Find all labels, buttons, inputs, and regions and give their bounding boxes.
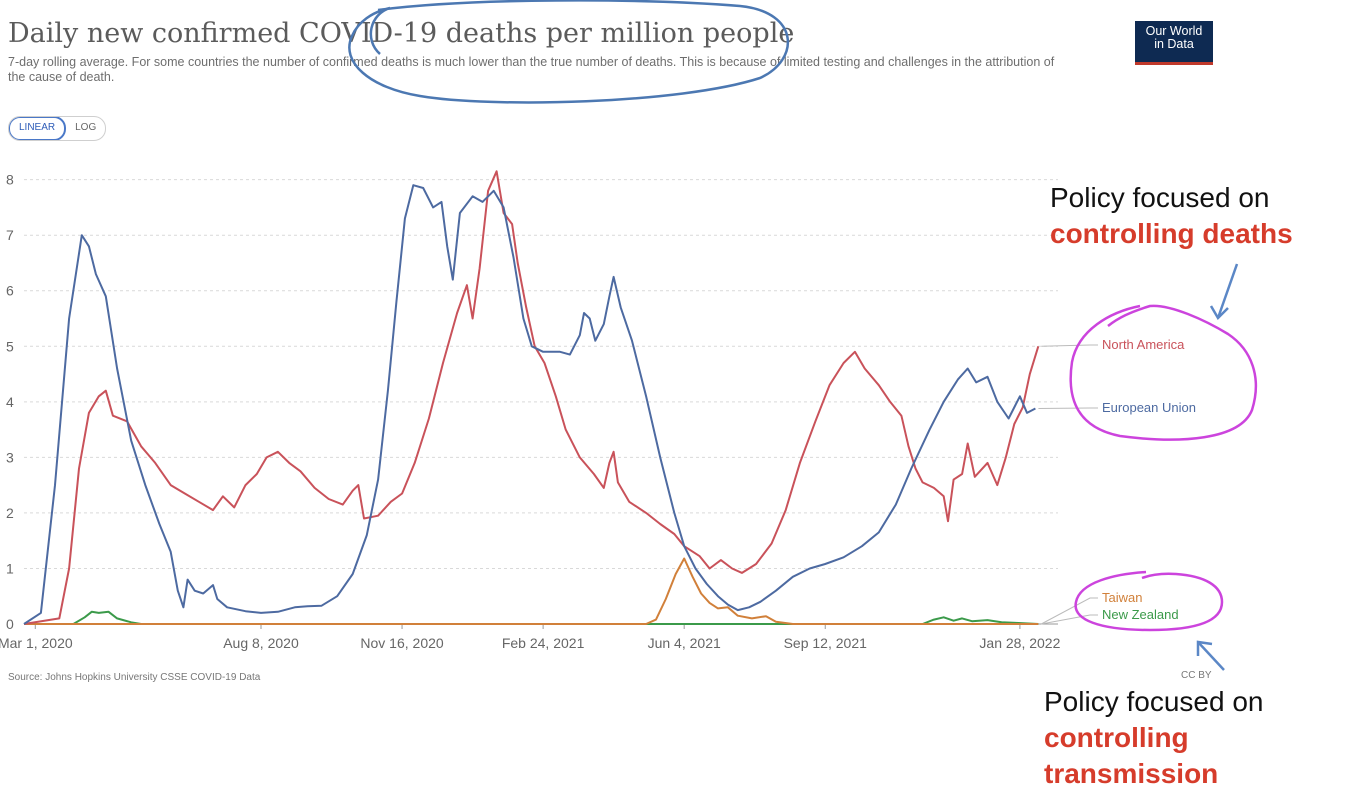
series-label-european-union[interactable]: European Union [1102,400,1196,415]
series-label-new-zealand[interactable]: New Zealand [1102,607,1179,622]
series-lines [23,170,1040,625]
x-tick-label: Jun 4, 2021 [648,635,721,651]
callout-controlling-deaths: Policy focused on controlling deaths [1050,180,1293,252]
series-line-new-zealand[interactable] [24,610,1039,625]
x-tick-label: Sep 12, 2021 [784,635,868,651]
chart-title: Daily new confirmed COVID-19 deaths per … [8,18,795,49]
log-scale-button[interactable]: LOG [75,122,97,133]
y-tick-label: 3 [6,449,14,465]
y-tick-label: 2 [6,505,14,521]
x-axis-ticks: Mar 1, 2020 Aug 8, 2020 Nov 16, 2020 Feb 24… [0,624,1061,651]
callout-top-line-2: controlling deaths [1050,218,1293,249]
y-tick-label: 8 [6,172,14,188]
label-connector [1041,344,1098,347]
y-tick-label: 1 [6,560,14,576]
callout-bottom-line-1: Policy focused on [1044,686,1264,717]
callout-bottom-line-2: controlling [1044,722,1189,753]
logo-line-1: Our World [1145,24,1203,38]
x-tick-label: Mar 1, 2020 [0,635,73,651]
y-tick-label: 6 [6,283,14,299]
linear-scale-button[interactable]: LINEAR [9,117,67,140]
y-tick-label: 4 [6,394,14,410]
y-tick-label: 0 [6,616,14,632]
owid-logo[interactable]: Our World in Data [1135,21,1213,65]
gridlines [24,179,1058,625]
y-tick-label: 5 [6,338,14,354]
series-label-taiwan[interactable]: Taiwan [1102,590,1142,605]
callout-controlling-transmission: Policy focused on controlling transmissi… [1044,684,1263,792]
license-note[interactable]: CC BY [1181,670,1212,681]
logo-line-2: in Data [1154,37,1194,51]
label-connector [1041,614,1098,625]
series-line-european-union[interactable] [23,184,1036,625]
series-label-north-america[interactable]: North America [1102,337,1185,352]
top-legend-highlight [1069,304,1258,441]
x-tick-label: Feb 24, 2021 [502,635,585,651]
x-tick-label: Aug 8, 2020 [223,635,299,651]
scale-toggle: LINEAR LOG [8,116,107,141]
label-connector [1041,597,1098,625]
chart-subtitle: 7-day rolling average. For some countrie… [8,55,1055,84]
series-line-north-america[interactable] [23,170,1040,625]
source-note[interactable]: Source: Johns Hopkins University CSSE CO… [8,672,261,683]
title-highlight-circle [348,0,790,104]
x-tick-label: Nov 16, 2020 [360,635,443,651]
bottom-legend-highlight [1074,570,1224,632]
arrow-down-icon [1209,263,1239,321]
series-labels: North America European Union Taiwan New Zea… [1038,337,1196,625]
y-tick-label: 7 [6,227,14,243]
callout-top-line-1: Policy focused on [1050,182,1270,213]
x-tick-label: Jan 28, 2022 [979,635,1060,651]
arrow-up-icon [1196,640,1225,671]
callout-bottom-line-3: transmission [1044,758,1219,789]
y-axis-ticks: 0 1 2 3 4 5 6 7 8 [6,172,14,632]
series-line-taiwan[interactable] [24,557,1039,625]
